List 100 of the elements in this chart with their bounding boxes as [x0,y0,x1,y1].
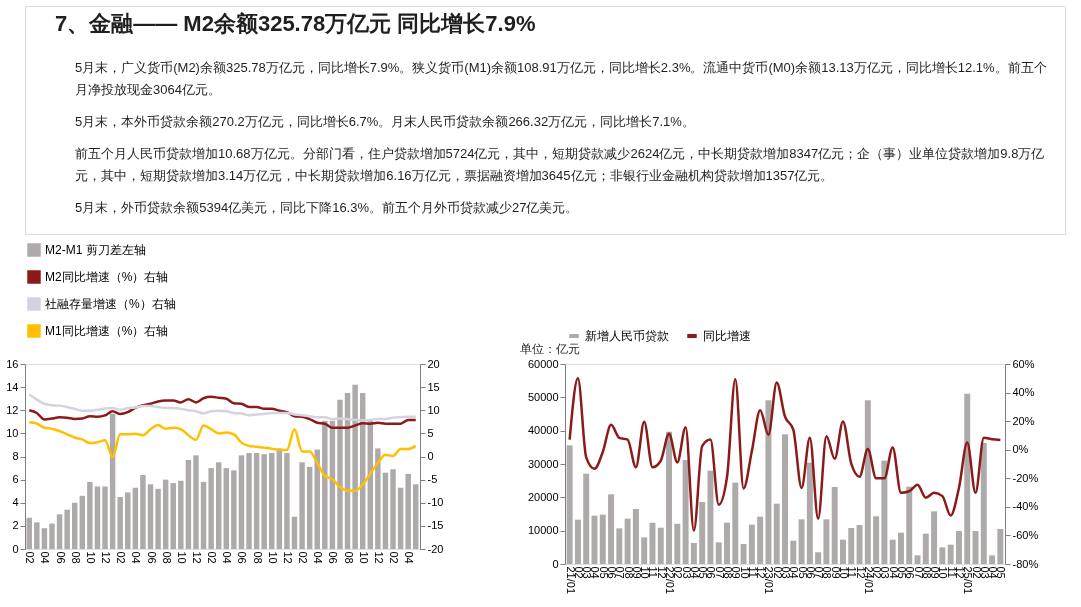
bar [155,488,161,549]
legend-label: 同比增速 [703,329,751,343]
y2-tick-label: 20 [427,357,440,370]
x-tick-label: 04 [221,551,234,564]
x-tick-label: 08 [160,551,173,564]
y-tick-label: 10000 [527,524,559,537]
x-tick-label: 08 [69,551,82,564]
bar [864,400,871,564]
bar [352,384,358,549]
bar [397,487,404,549]
bar [337,399,343,549]
bar [707,470,714,564]
bar [26,517,32,549]
bar [682,460,689,564]
bar [906,486,913,564]
bar [666,431,673,564]
bar [740,544,747,564]
bar [922,533,929,564]
bar [889,539,896,564]
y-tick-label: 10 [6,426,19,439]
x-tick-label: 10 [357,551,370,564]
bar [599,514,606,564]
bar [881,460,888,564]
bar [56,514,63,549]
text: 5月末，本外币贷款余额270.2万亿元，同比增长6.7%。月末人民币贷款余额266.32万亿元，同比增长7.1%。 [75,114,695,129]
bar [690,543,697,564]
bar [715,542,722,564]
bar [375,448,381,549]
y-tick-label: 4 [12,496,19,509]
bar [616,528,623,564]
bar [997,529,1004,564]
y-tick-label: 12 [6,403,19,416]
bar [178,480,184,549]
y-tick-label: 30000 [527,457,559,470]
bar [947,544,954,564]
y2-tick-label: 20% [1012,414,1035,427]
bar [87,481,93,549]
x-tick-label: 02 [297,551,310,564]
bar [64,509,70,549]
text: 单位：亿元 [520,342,580,356]
bar [185,459,192,549]
legend-label: M1同比增速（%）右轴 [45,324,169,338]
bar [208,468,214,549]
y-tick-label: 16 [6,357,19,370]
y2-tick-label: -80% [1012,557,1039,570]
bar [147,484,154,549]
x-tick-label: 06 [54,551,67,564]
bar [79,495,86,549]
bar [765,400,772,564]
bar [382,472,389,549]
x-tick-label: 02 [115,551,128,564]
x-tick-label: 04 [130,551,143,564]
x-tick-label: 12 [372,551,385,564]
x-tick-label: 08 [251,551,264,564]
bar [215,462,222,549]
y-tick-label: 6 [12,473,19,486]
bar [732,482,739,564]
text: 7、金融—— M2余额325.78万亿元 同比增长7.9% [55,11,536,36]
x-tick-label: 06 [236,551,249,564]
y2-tick-label: 10 [427,403,440,416]
bar [641,537,648,564]
text: 5月末，广义货币(M2)余额325.78万亿元，同比增长7.9%。狭义货币(M1)余额108.91万亿元，同比增长2.3%。流通中货币(M0)余额13.13万亿元，同比增长12.1%。前五个月净投放现金3064亿元。 [75,60,1047,97]
x-tick-label: 10 [175,551,188,564]
bar [238,455,245,549]
bar [848,528,855,564]
y-tick-label: 40000 [527,424,559,437]
bar [276,448,283,549]
bar [873,516,880,564]
x-tick-label: 02 [206,551,219,564]
text: 5月末，外币贷款余额5394亿美元，同比下降16.3%。前五个月外币贷款减少27亿美元。 [75,200,579,215]
bar [200,481,207,549]
legend-label: M2同比增速（%）右轴 [45,270,169,284]
bar [34,522,40,549]
y2-tick-label: -10 [427,496,444,509]
bar [566,445,573,564]
x-tick-label: 12 [281,551,294,564]
y2-tick-label: -20% [1012,471,1039,484]
bar [49,523,55,549]
bar [608,494,615,564]
y2-tick-label: -40% [1012,500,1039,513]
x-tick-label: 08 [342,551,355,564]
x-tick-label: 05 [995,566,1008,579]
bar [322,420,328,549]
x-tick-label: 10 [84,551,97,564]
bar [897,532,904,564]
bar [632,509,639,564]
y-tick-label: 50000 [527,390,559,403]
bar [223,468,230,549]
y2-tick-label: 60% [1012,357,1035,370]
bar [782,434,788,564]
bar [939,547,946,564]
y2-tick-label: -5 [427,473,438,486]
bar [405,473,411,549]
bar [964,393,971,564]
x-tick-label: 06 [327,551,340,564]
y2-tick-label: -20 [427,542,444,555]
bar [790,540,797,564]
x-tick-label: 10 [266,551,279,564]
x-tick-label: 06 [145,551,158,564]
bar [71,502,78,549]
